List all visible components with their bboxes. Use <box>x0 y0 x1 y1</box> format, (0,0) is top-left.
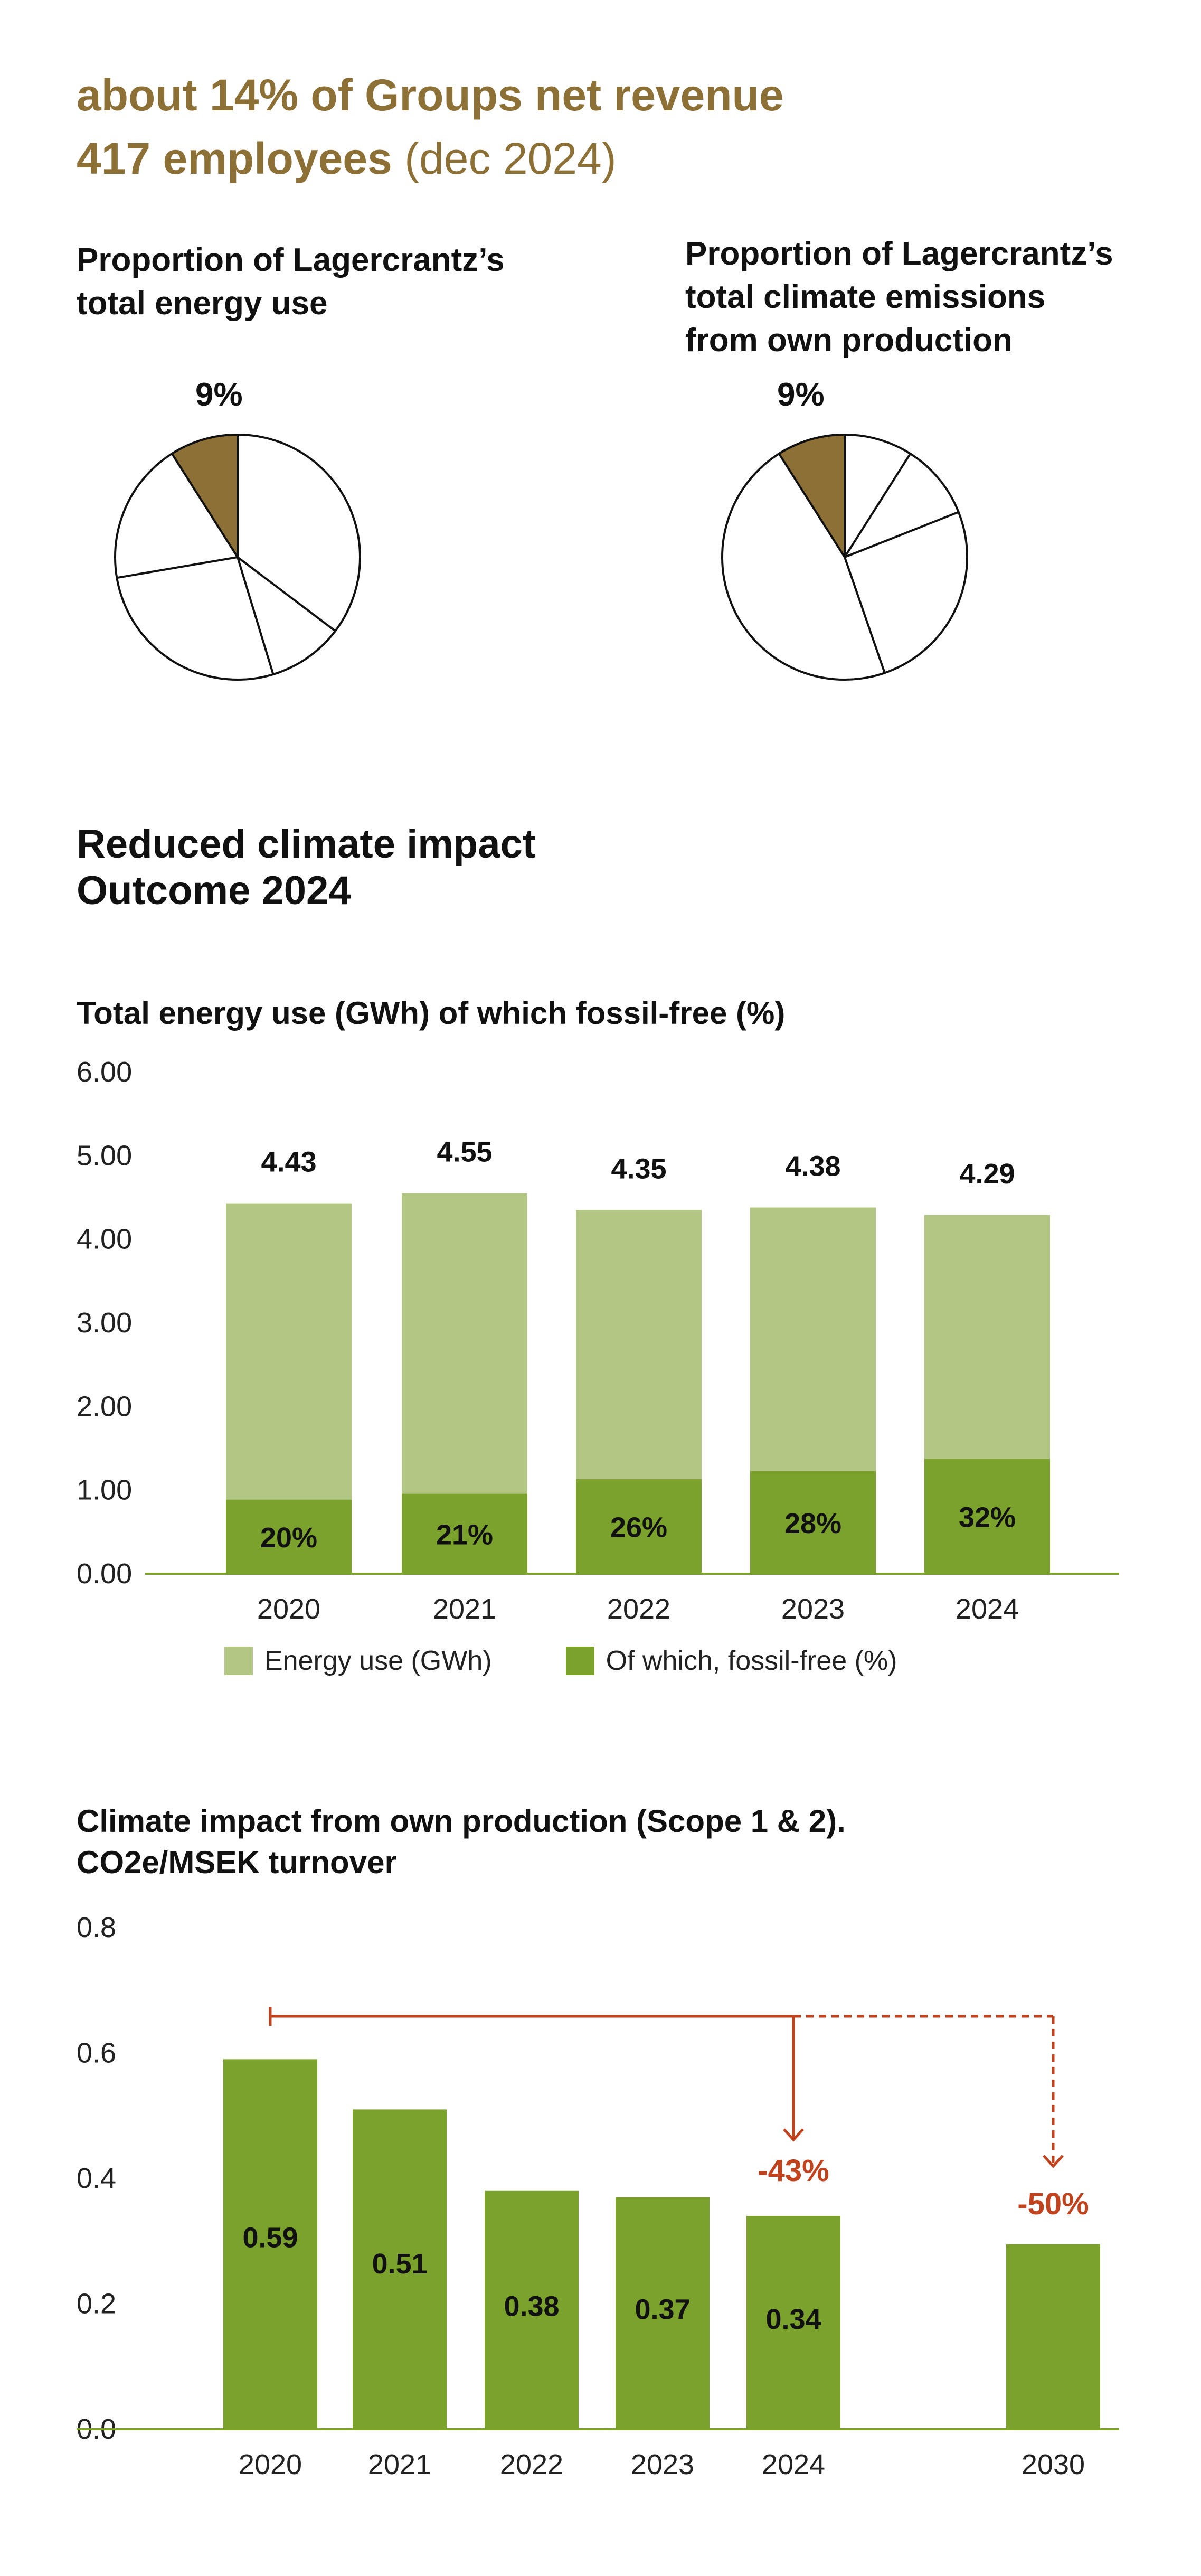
pie-energy-title: Proportion of Lagercrantz’s total energy… <box>77 239 505 325</box>
co2-value-label: 0.37 <box>635 2294 690 2326</box>
x-category-label: 2021 <box>368 2449 431 2480</box>
pie-energy-slices <box>114 433 361 681</box>
climate-chart-title: Climate impact from own production (Scop… <box>77 1801 846 1883</box>
energy-value-label: 4.55 <box>437 1136 492 1168</box>
pie-emissions-highlight-label: 9% <box>777 377 825 413</box>
headline-revenue: about 14% of Groups net revenue <box>77 70 784 120</box>
y-tick-label: 5.00 <box>77 1140 132 1171</box>
annotation-label-2030: -50% <box>1017 2187 1089 2221</box>
pie-emissions-title: Proportion of Lagercrantz’s total climat… <box>685 232 1113 362</box>
fossil-free-bar <box>576 1479 702 1574</box>
fossil-free-bar <box>924 1459 1050 1574</box>
pie-emissions-title-line: total climate emissions <box>685 279 1046 315</box>
x-category-label: 2021 <box>433 1593 496 1625</box>
co2-bar <box>223 2059 317 2429</box>
co2-bar <box>746 2216 840 2429</box>
legend-swatch-fossil-free <box>565 1647 594 1675</box>
x-category-label: 2022 <box>607 1593 670 1625</box>
pie-slice-divider <box>116 556 238 579</box>
y-tick-label: 0.2 <box>77 2288 116 2320</box>
fossil-free-percent-label: 32% <box>959 1501 1016 1533</box>
pie-slice-divider <box>237 556 336 632</box>
fossil-free-percent-label: 28% <box>784 1508 841 1539</box>
y-tick-label: 1.00 <box>77 1474 132 1506</box>
section-title: Reduced climate impact Outcome 2024 <box>77 821 536 914</box>
y-tick-label: 0.6 <box>77 2037 116 2069</box>
energy-bar-chart: 6.00 5.00 4.00 3.00 2.00 1.00 0.00 4.43 20% 2020 4… <box>77 1056 1119 1625</box>
co2-bar <box>1006 2244 1100 2429</box>
legend-label-energy: Energy use (GWh) <box>264 1646 492 1676</box>
x-category-label: 2020 <box>239 2449 302 2480</box>
y-tick-label: 4.00 <box>77 1224 132 1255</box>
pie-emissions-chart: 9% <box>721 377 968 681</box>
fossil-free-bar <box>402 1493 527 1574</box>
arrow-down-icon <box>1043 2155 1064 2168</box>
co2-bar <box>616 2197 710 2429</box>
pie-energy-chart: 9% <box>114 377 361 681</box>
employees-count: 417 employees <box>77 134 392 183</box>
x-category-label: 2024 <box>956 1593 1019 1625</box>
pie-energy-title-line: total energy use <box>77 285 328 322</box>
y-tick-label: 0.8 <box>77 1912 116 1943</box>
fossil-free-percent-label: 20% <box>260 1522 317 1554</box>
energy-value-label: 4.38 <box>785 1151 840 1182</box>
x-category-label: 2030 <box>1022 2449 1085 2480</box>
co2-value-label: 0.51 <box>372 2248 427 2280</box>
pie-slice-divider <box>237 557 275 675</box>
co2-value-label: 0.59 <box>242 2222 298 2254</box>
pie-energy-title-line: Proportion of Lagercrantz’s <box>77 242 505 278</box>
employees-date: (dec 2024) <box>392 134 617 183</box>
annotation-label-2024: -43% <box>758 2154 829 2188</box>
pie-highlight-slice <box>170 433 239 561</box>
x-category-label: 2020 <box>257 1593 320 1625</box>
climate-chart-title-line1: Climate impact from own production (Scop… <box>77 1803 846 1839</box>
y-tick-label: 6.00 <box>77 1056 132 1088</box>
legend-label-fossil-free: Of which, fossil-free (%) <box>606 1646 897 1676</box>
pie-slice-divider <box>844 453 912 558</box>
energy-value-label: 4.35 <box>611 1153 666 1184</box>
legend-swatch-energy <box>224 1647 253 1675</box>
fossil-free-percent-label: 21% <box>436 1519 493 1550</box>
pie-emissions-slices <box>721 433 968 681</box>
section-title-line2: Outcome 2024 <box>77 868 351 913</box>
co2-value-label: 0.34 <box>765 2304 821 2335</box>
fossil-free-bar <box>750 1471 876 1574</box>
fossil-free-bar <box>226 1499 352 1574</box>
pie-emissions-title-line: from own production <box>685 322 1013 359</box>
x-category-label: 2023 <box>781 1593 845 1625</box>
y-tick-label: 2.00 <box>77 1390 132 1422</box>
fossil-free-percent-label: 26% <box>610 1511 667 1543</box>
x-category-label: 2024 <box>762 2449 825 2480</box>
y-tick-label: 0.4 <box>77 2163 116 2194</box>
pie-slice-divider <box>844 511 959 558</box>
co2-bar <box>353 2109 447 2429</box>
energy-value-label: 4.29 <box>959 1158 1015 1190</box>
climate-chart-title-line2: CO2e/MSEK turnover <box>77 1845 397 1880</box>
arrow-down-icon <box>783 2128 804 2142</box>
pie-energy-highlight-label: 9% <box>195 377 243 413</box>
energy-chart-title: Total energy use (GWh) of which fossil-f… <box>77 995 786 1031</box>
pie-slice-divider <box>844 557 886 673</box>
climate-bar-chart: 0.80.60.40.20.00.5920200.5120210.3820220… <box>77 1912 1119 2480</box>
x-category-label: 2023 <box>631 2449 694 2480</box>
pie-highlight-slice <box>777 433 846 561</box>
pie-emissions-title-line: Proportion of Lagercrantz’s <box>685 236 1113 272</box>
x-category-label: 2022 <box>500 2449 563 2480</box>
headline-employees: 417 employees (dec 2024) <box>77 136 617 181</box>
co2-bar <box>485 2190 579 2429</box>
y-tick-label: 0.00 <box>77 1558 132 1590</box>
energy-legend: Energy use (GWh) Of which, fossil-free (… <box>224 1645 897 1677</box>
section-title-line1: Reduced climate impact <box>77 822 536 867</box>
co2-value-label: 0.38 <box>504 2290 559 2322</box>
energy-value-label: 4.43 <box>261 1146 316 1178</box>
y-tick-label: 3.00 <box>77 1307 132 1339</box>
